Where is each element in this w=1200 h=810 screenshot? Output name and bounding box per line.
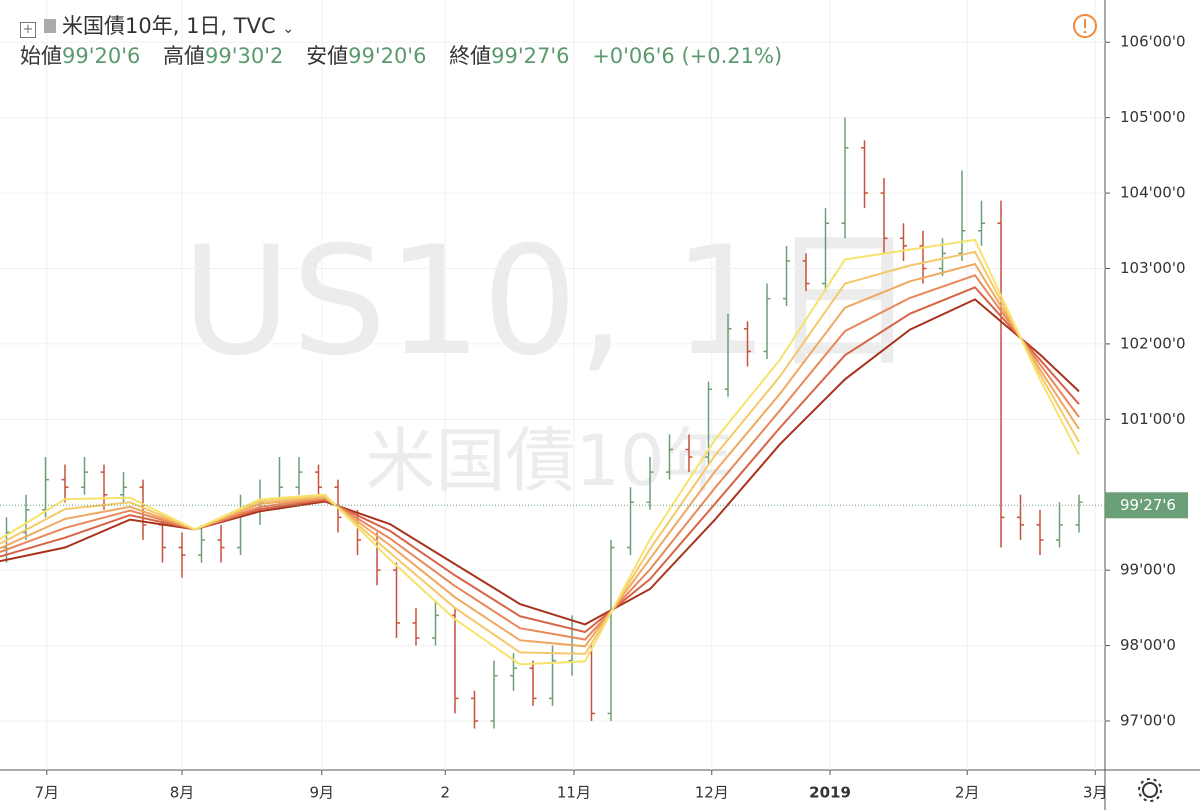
dropdown-caret[interactable]: ⌄: [282, 21, 295, 37]
symbol-row[interactable]: + 米国債10年, 1日, TVC ⌄: [20, 10, 798, 40]
ohlc-label: 安値: [306, 44, 349, 68]
x-tick-label: 3月: [1083, 784, 1108, 802]
expand-icon[interactable]: +: [20, 22, 36, 38]
y-tick-label: 103'00'0: [1120, 259, 1186, 277]
y-tick-label: 104'00'0: [1120, 184, 1186, 202]
flag-icon: [44, 19, 56, 33]
watermark: US10, 1日: [182, 215, 919, 389]
last-price-box: [1105, 492, 1188, 519]
y-tick-label: 102'00'0: [1120, 334, 1186, 352]
y-tick-label: 99'00'0: [1120, 561, 1176, 579]
moving-average: [0, 238, 1080, 666]
x-tick-label: 2月: [955, 784, 980, 802]
ohlc-label: 高値: [163, 44, 206, 68]
x-tick-label: 12月: [695, 784, 729, 802]
ohlc-value: 99'30'2: [205, 44, 284, 68]
settings-icon[interactable]: [1138, 778, 1162, 802]
y-tick-label: 106'00'0: [1120, 33, 1186, 51]
x-tick-label: 8月: [170, 784, 195, 802]
gear[interactable]: [1142, 782, 1158, 798]
last-price-label: 99'27'6: [1120, 496, 1176, 514]
ohlc-value: 99'20'6: [348, 44, 427, 68]
alert-circle[interactable]: [1073, 14, 1097, 38]
x-tick-label: 7月: [35, 784, 60, 802]
x-tick-label: 2: [440, 784, 450, 802]
header: + 米国債10年, 1日, TVC ⌄ 始値99'20'6 高値99'30'2 安…: [20, 10, 798, 70]
y-tick-label: 98'00'0: [1120, 636, 1176, 654]
change: +0'06'6 (+0.21%): [592, 44, 783, 68]
x-tick-label: 9月: [309, 784, 334, 802]
symbol[interactable]: 米国債10年, 1日, TVC: [62, 14, 276, 38]
ohlc-label: 終値: [449, 44, 492, 68]
x-tick-label: 11月: [557, 784, 591, 802]
ohlc-row: 始値99'20'6 高値99'30'2 安値99'20'6 終値99'27'6 …: [20, 40, 798, 70]
x-tick-label: 2019: [809, 784, 851, 802]
alert-dot[interactable]: [1083, 30, 1087, 34]
y-tick-label: 105'00'0: [1120, 108, 1186, 126]
ohlc-value: 99'20'6: [62, 44, 141, 68]
watermark-sub: 米国債10年: [365, 420, 734, 502]
y-tick-label: 97'00'0: [1120, 711, 1176, 729]
gear-teeth[interactable]: [1138, 778, 1162, 802]
ohlc-value: 99'27'6: [491, 44, 570, 68]
ohlc-label: 始値: [20, 44, 62, 68]
y-tick-label: 101'00'0: [1120, 410, 1186, 428]
alert-icon[interactable]: [1073, 14, 1097, 38]
